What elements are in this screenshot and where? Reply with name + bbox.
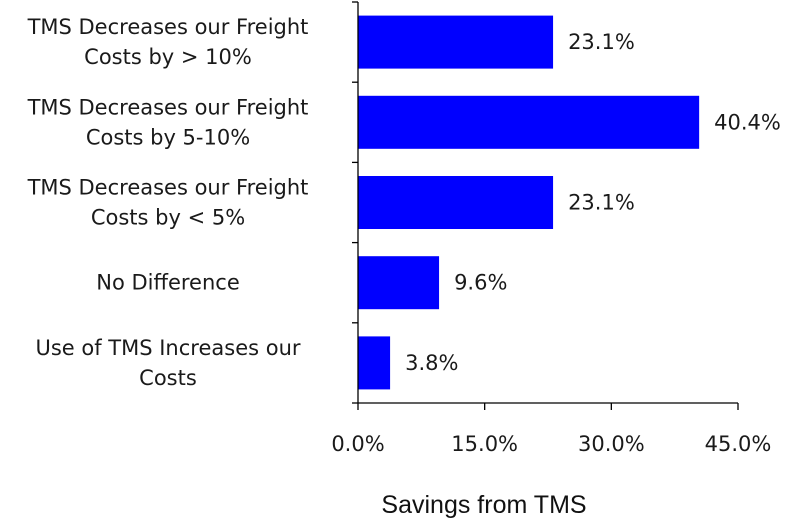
bar-value-label: 3.8% — [405, 351, 458, 375]
bar-value-label: 23.1% — [568, 191, 635, 215]
bar — [358, 95, 700, 149]
labels-group: 23.1% TMS Decreases our Freight Costs by >… — [27, 15, 781, 456]
category-label: TMS Decreases our Freight Costs by < 5% — [27, 176, 309, 230]
bar — [358, 336, 391, 390]
bar-value-label: 40.4% — [714, 110, 781, 134]
category-label: Use of TMS Increases our Costs — [35, 336, 300, 390]
x-tick-label: 30.0% — [578, 432, 645, 456]
bar — [358, 176, 554, 229]
x-tick-label: 45.0% — [705, 432, 772, 456]
bar-value-label: 9.6% — [454, 271, 507, 295]
bar — [358, 256, 440, 310]
x-tick-label: 15.0% — [451, 432, 518, 456]
category-label: TMS Decreases our Freight Costs by > 10% — [27, 15, 309, 69]
bar-value-label: 23.1% — [568, 30, 635, 54]
category-label: TMS Decreases our Freight Costs by 5-10% — [27, 95, 309, 149]
bars-group — [358, 15, 700, 390]
x-tick-label: 0.0% — [331, 432, 384, 456]
category-label: No Difference — [96, 271, 240, 295]
bar — [358, 15, 554, 69]
axes-group — [352, 1, 739, 410]
x-axis-title: Savings from TMS — [381, 491, 586, 519]
